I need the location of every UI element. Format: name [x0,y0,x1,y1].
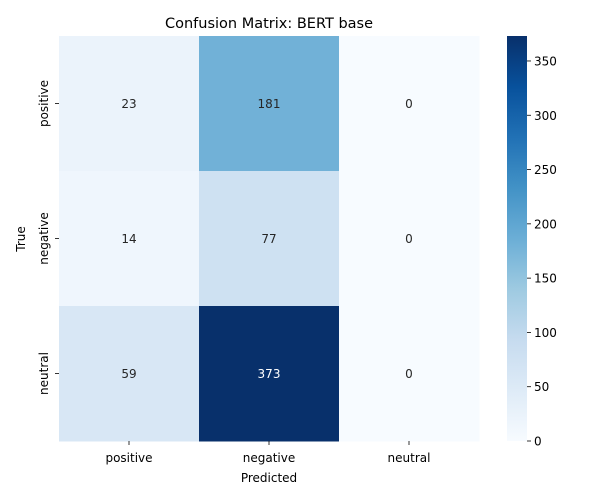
colorbar-tick-label: 300 [534,109,557,123]
chart-title: Confusion Matrix: BERT base [165,16,373,32]
colorbar-tick-label: 150 [534,272,557,286]
y-axis-ticks: positive negative neutral [37,80,59,395]
heatmap-cell [199,36,340,172]
colorbar-tick-label: 350 [534,54,557,68]
cell-value-label: 373 [258,367,281,381]
cell-value-label: 0 [405,97,413,111]
colorbar-gradient [507,36,527,441]
colorbar-tick-label: 250 [534,163,557,177]
heatmap-cells [59,36,480,442]
cell-annotations: 23 181 0 14 77 0 59 373 0 [121,97,412,381]
cell-value-label: 59 [121,367,136,381]
x-axis-label: Predicted [241,471,297,485]
x-tick-label: negative [243,451,295,465]
colorbar-tick-label: 50 [534,380,549,394]
heatmap-cell [199,306,340,442]
y-tick-label: positive [37,80,51,127]
heatmap-cell [339,36,480,172]
cell-value-label: 0 [405,367,413,381]
cell-value-label: 181 [258,97,281,111]
heatmap-cell [339,171,480,307]
colorbar-ticks: 0 50 100 150 200 250 300 350 [527,54,557,449]
x-tick-label: positive [105,451,152,465]
cell-value-label: 14 [121,232,136,246]
heatmap-cell [59,36,200,172]
x-axis-ticks: positive negative neutral [105,441,430,465]
heatmap-cell [339,306,480,442]
y-axis-label: True [14,226,28,253]
cell-value-label: 77 [261,232,276,246]
cell-value-label: 0 [405,232,413,246]
cell-value-label: 23 [121,97,136,111]
y-tick-label: neutral [37,352,51,395]
y-tick-label: negative [37,212,51,264]
colorbar-tick-label: 100 [534,326,557,340]
colorbar-tick-label: 200 [534,217,557,231]
colorbar-tick-label: 0 [534,435,542,449]
colorbar: 0 50 100 150 200 250 300 350 [507,36,557,449]
x-tick-label: neutral [388,451,431,465]
heatmap-cell [199,171,340,307]
heatmap-cell [59,171,200,307]
heatmap-cell [59,306,200,442]
